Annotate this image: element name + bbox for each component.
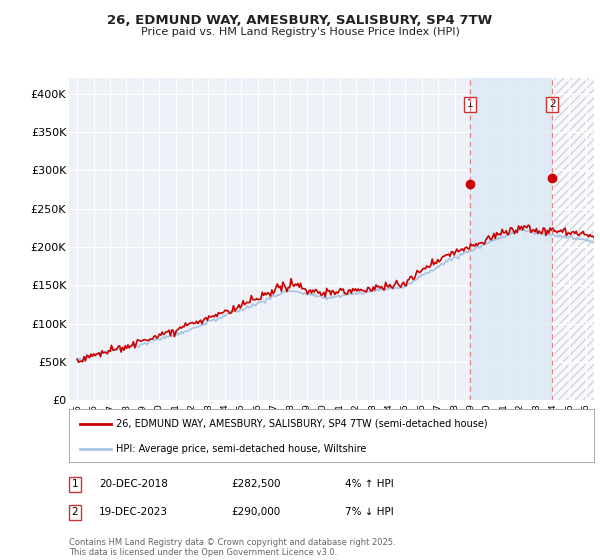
Text: 7% ↓ HPI: 7% ↓ HPI — [345, 507, 394, 517]
Text: 26, EDMUND WAY, AMESBURY, SALISBURY, SP4 7TW: 26, EDMUND WAY, AMESBURY, SALISBURY, SP4… — [107, 14, 493, 27]
Text: 19-DEC-2023: 19-DEC-2023 — [99, 507, 168, 517]
Text: £290,000: £290,000 — [231, 507, 280, 517]
Text: 2: 2 — [71, 507, 79, 517]
Text: 20-DEC-2018: 20-DEC-2018 — [99, 479, 168, 489]
Text: Price paid vs. HM Land Registry's House Price Index (HPI): Price paid vs. HM Land Registry's House … — [140, 27, 460, 37]
Bar — [69, 78, 553, 400]
Text: HPI: Average price, semi-detached house, Wiltshire: HPI: Average price, semi-detached house,… — [116, 444, 367, 454]
Text: Contains HM Land Registry data © Crown copyright and database right 2025.
This d: Contains HM Land Registry data © Crown c… — [69, 538, 395, 557]
Text: 1: 1 — [71, 479, 79, 489]
Text: 1: 1 — [467, 99, 473, 109]
Text: 4% ↑ HPI: 4% ↑ HPI — [345, 479, 394, 489]
Text: £282,500: £282,500 — [231, 479, 281, 489]
Text: 2: 2 — [549, 99, 556, 109]
Text: 26, EDMUND WAY, AMESBURY, SALISBURY, SP4 7TW (semi-detached house): 26, EDMUND WAY, AMESBURY, SALISBURY, SP4… — [116, 419, 488, 429]
Bar — [553, 78, 594, 400]
Bar — [470, 78, 553, 400]
